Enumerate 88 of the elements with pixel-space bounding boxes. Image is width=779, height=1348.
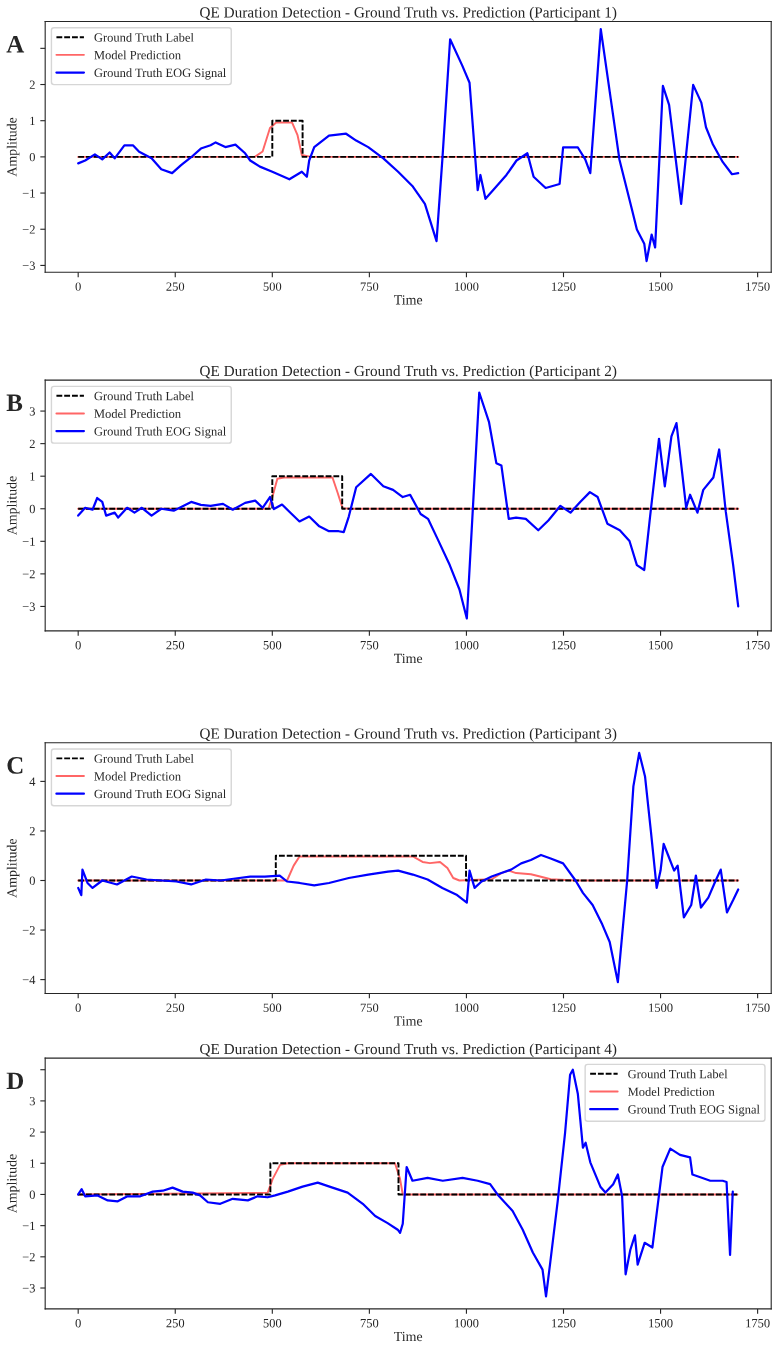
legend-label: Ground Truth Label <box>94 754 194 763</box>
chart-title: QE Duration Detection - Ground Truth vs. Prediction (Participant 3) <box>200 727 617 742</box>
y-tick-label: −1 <box>22 1221 35 1230</box>
line-series <box>77 751 740 984</box>
y-tick-label: −2 <box>22 926 35 935</box>
x-tick-label: 0 <box>75 282 81 291</box>
x-tick-label: 500 <box>263 282 282 291</box>
y-axis-title: Amplitude <box>6 117 20 177</box>
x-tick-label: 1250 <box>552 282 576 291</box>
y-tick-label: −4 <box>22 975 36 984</box>
y-tick-label: 1 <box>30 116 35 126</box>
text: A <box>6 35 25 53</box>
legend-label: Ground Truth EOG Signal <box>94 68 226 80</box>
text: B <box>6 394 23 412</box>
x-tick-label: 1750 <box>746 640 770 650</box>
legend-label: Model Prediction <box>94 409 181 418</box>
x-tick-label: 1500 <box>649 1003 673 1012</box>
text: C <box>7 757 23 774</box>
legend-label: Ground Truth EOG Signal <box>628 1104 760 1117</box>
x-axis-title: Time <box>394 1331 423 1342</box>
line-series <box>77 391 740 620</box>
legend-label: Model Prediction <box>94 771 181 781</box>
y-tick-label: −2 <box>22 1252 35 1262</box>
x-tick-label: 1250 <box>552 1003 576 1012</box>
x-tick-label: 1250 <box>552 1318 576 1328</box>
y-tick-label: 3 <box>29 407 35 416</box>
y-tick-label: 3 <box>29 1096 35 1106</box>
x-tick-label: 250 <box>166 1003 185 1012</box>
y-tick-label: 2 <box>29 439 35 448</box>
x-tick-label: 1500 <box>649 640 673 650</box>
x-axis-title: Time <box>394 295 423 305</box>
x-tick-label: 750 <box>360 640 379 650</box>
y-tick-label: 4 <box>29 777 36 786</box>
y-tick-label: 2 <box>29 80 35 89</box>
x-tick-label: 1750 <box>746 1003 770 1012</box>
x-tick-label: 0 <box>75 640 81 650</box>
legend-label: Model Prediction <box>628 1087 715 1096</box>
x-tick-label: 500 <box>263 1318 282 1328</box>
x-tick-label: 750 <box>360 282 379 291</box>
y-tick-label: 0 <box>29 876 35 885</box>
y-tick-label: −3 <box>22 602 35 611</box>
x-tick-label: 250 <box>166 282 185 291</box>
legend-label: Ground Truth Label <box>628 1069 728 1079</box>
x-tick-label: 1000 <box>455 1003 479 1012</box>
y-tick-label: 0 <box>29 504 35 514</box>
y-tick-label: −3 <box>22 261 35 270</box>
x-tick-label: 0 <box>75 1003 81 1012</box>
x-tick-label: 1000 <box>455 282 479 291</box>
text: D <box>6 1072 24 1090</box>
y-tick-label: −1 <box>22 189 35 198</box>
x-tick-label: 1250 <box>552 640 576 650</box>
y-tick-label: −3 <box>22 1284 35 1293</box>
x-tick-label: 1500 <box>649 282 673 291</box>
y-axis-title: Amplitude <box>6 476 20 536</box>
y-axis-title: Amplitude <box>6 838 20 898</box>
y-tick-label: 0 <box>29 152 35 162</box>
line-series <box>77 28 740 263</box>
x-tick-label: 250 <box>166 1318 185 1328</box>
x-tick-label: 500 <box>263 640 282 650</box>
legend-label: Ground Truth EOG Signal <box>94 426 226 439</box>
x-tick-label: 750 <box>360 1318 379 1328</box>
legend-label: Model Prediction <box>94 50 181 60</box>
x-tick-label: 1750 <box>746 282 770 291</box>
y-tick-label: −2 <box>22 569 35 579</box>
y-tick-label: 2 <box>29 827 35 836</box>
x-tick-label: 0 <box>75 1318 81 1328</box>
y-axis-title: Amplitude <box>6 1154 20 1214</box>
y-tick-label: −1 <box>22 537 35 546</box>
x-tick-label: 250 <box>166 640 185 650</box>
y-tick-label: 0 <box>29 1190 35 1199</box>
x-tick-label: 1000 <box>455 640 479 650</box>
chart-title: QE Duration Detection - Ground Truth vs. Prediction (Participant 4) <box>200 1043 617 1058</box>
chart-title: QE Duration Detection - Ground Truth vs. Prediction (Participant 2) <box>200 365 617 380</box>
y-tick-label: −2 <box>22 225 35 234</box>
x-tick-label: 500 <box>263 1003 282 1012</box>
y-tick-label: 1 <box>30 1159 35 1168</box>
x-tick-label: 1750 <box>746 1318 770 1328</box>
x-tick-label: 750 <box>360 1003 379 1012</box>
legend-label: Ground Truth Label <box>94 391 194 401</box>
legend-label: Ground Truth Label <box>94 32 194 42</box>
legend-label: Ground Truth EOG Signal <box>94 789 226 801</box>
chart-title: QE Duration Detection - Ground Truth vs. Prediction (Participant 1) <box>200 6 617 21</box>
x-axis-title: Time <box>394 1016 423 1026</box>
x-axis-title: Time <box>394 653 423 664</box>
y-tick-label: 1 <box>30 472 35 481</box>
x-tick-label: 1500 <box>649 1318 673 1328</box>
y-tick-label: 2 <box>29 1128 35 1137</box>
x-tick-label: 1000 <box>455 1318 479 1328</box>
